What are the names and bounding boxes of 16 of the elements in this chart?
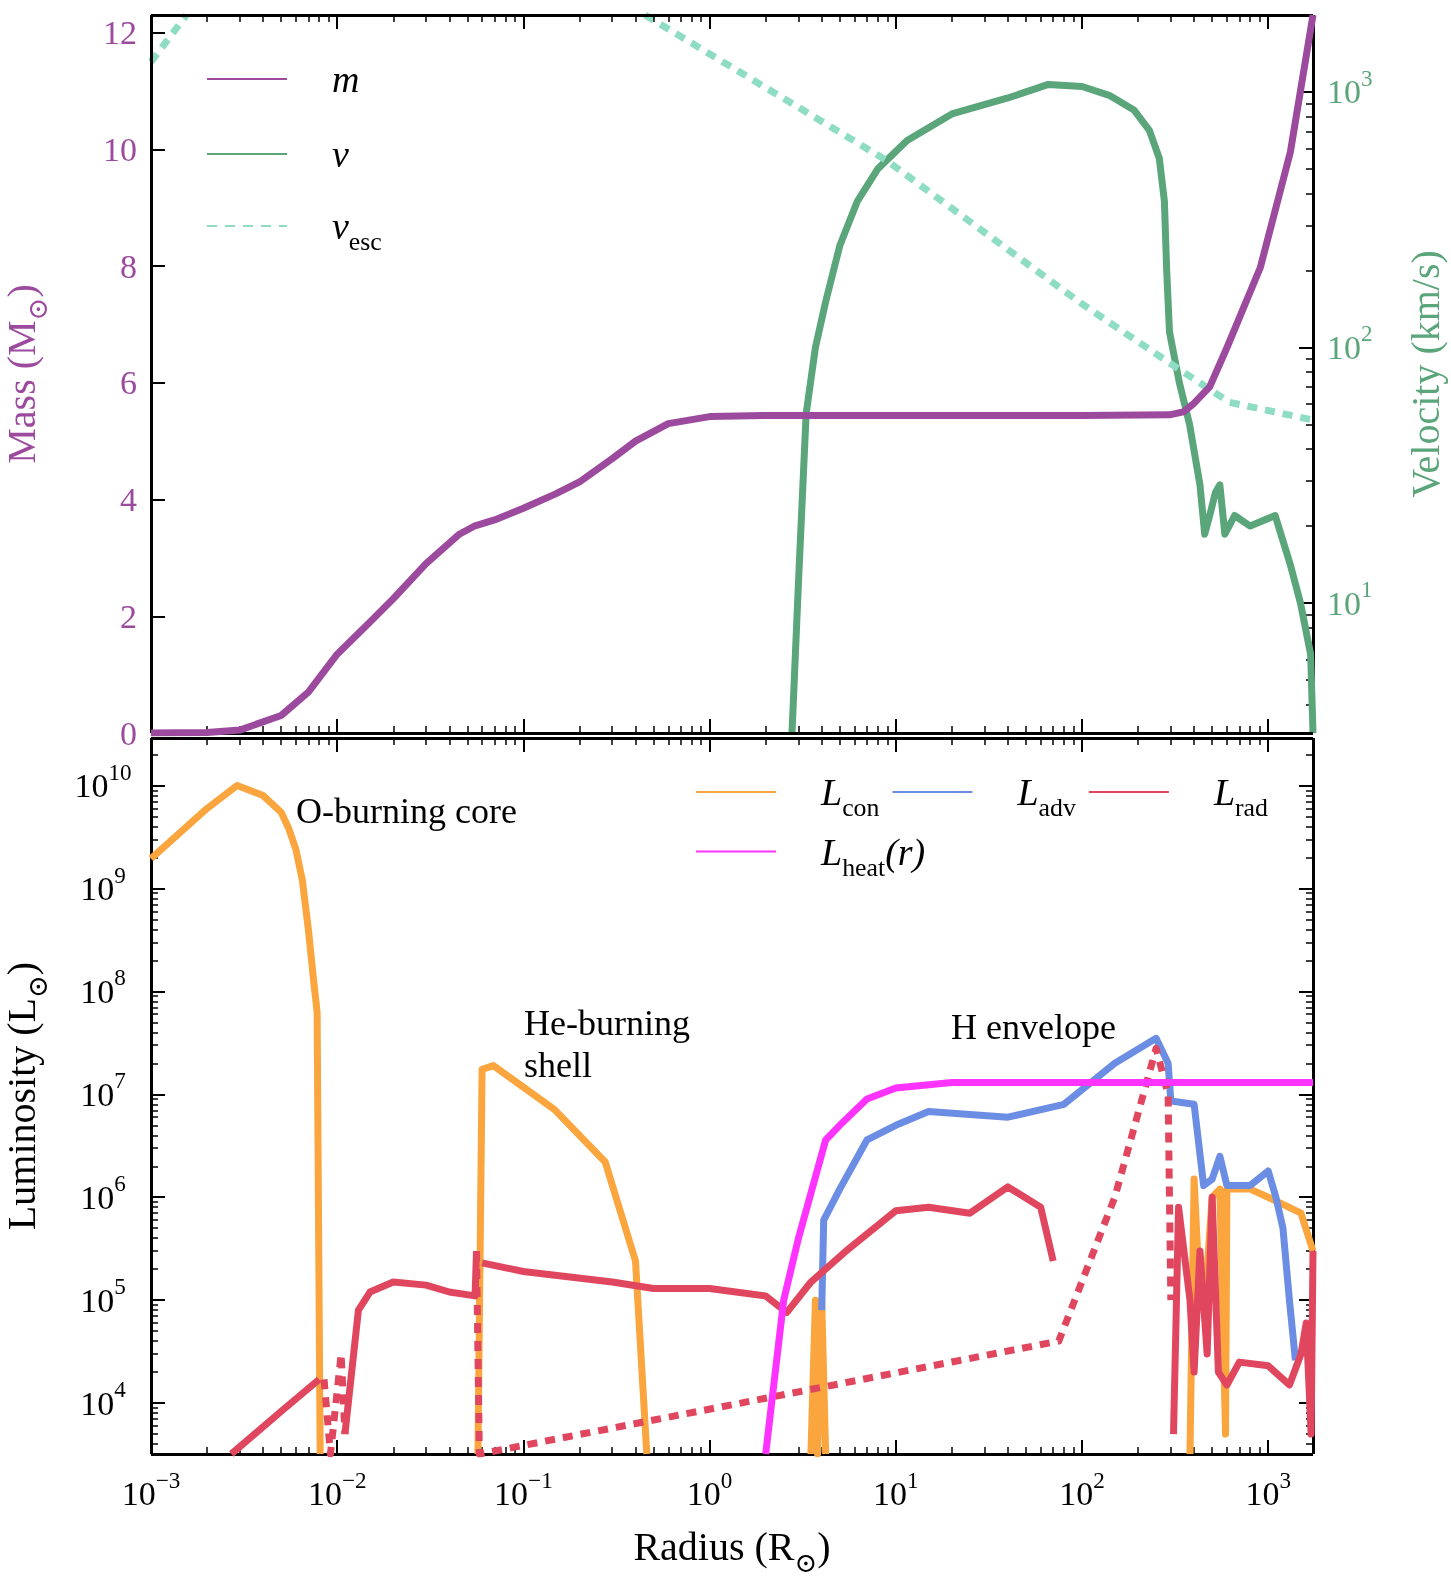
y-axis-title: Luminosity (L⊙) bbox=[0, 961, 53, 1231]
y-tick-label: 8 bbox=[120, 247, 137, 285]
annotation: O-burning core bbox=[296, 791, 517, 831]
y-axis-title: Velocity (km/s) bbox=[1402, 250, 1448, 498]
annotation: He-burning shell bbox=[524, 1003, 690, 1085]
legend-label: m bbox=[332, 58, 360, 100]
annotation: H envelope bbox=[951, 1007, 1116, 1047]
y-tick-label: 4 bbox=[120, 481, 137, 518]
y-axis-title: Mass (M⊙) bbox=[0, 284, 53, 464]
x-axis-title: Radius (R⊙) bbox=[633, 1523, 831, 1578]
y-tick-label: 2 bbox=[120, 597, 137, 635]
legend-label: v bbox=[332, 133, 349, 175]
y-tick-label: 0 bbox=[120, 714, 137, 752]
y-tick-label: 10 bbox=[103, 130, 137, 168]
y-tick-label: 12 bbox=[103, 14, 137, 52]
y-tick-label: 6 bbox=[120, 364, 137, 402]
